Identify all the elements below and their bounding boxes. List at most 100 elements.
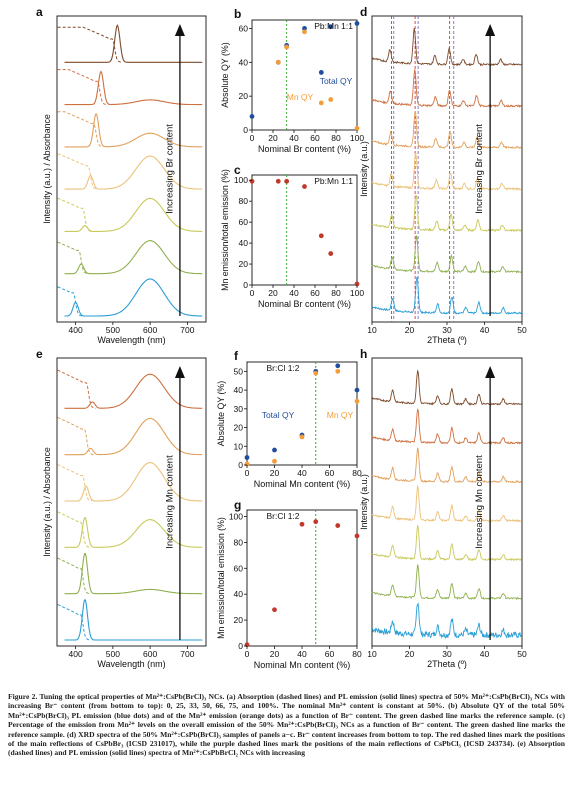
- data-point: [313, 519, 319, 525]
- data-point: [272, 458, 277, 464]
- xrd-pattern: [371, 564, 522, 601]
- x-tick-label: 0: [250, 133, 255, 143]
- absorption-curve: [57, 557, 91, 595]
- x-tick-label: 40: [480, 325, 490, 335]
- xrd-pattern: [371, 447, 522, 484]
- y-tick-label: 100: [229, 511, 243, 521]
- data-point: [284, 44, 290, 50]
- x-axis-label: Nominal Br content (%): [258, 144, 351, 154]
- data-point: [299, 521, 305, 527]
- trend-arrow-head: [485, 24, 496, 36]
- data-point: [335, 523, 341, 528]
- pl-curve: [64, 155, 203, 190]
- y-tick-label: 40: [234, 589, 244, 599]
- x-tick-label: 40: [289, 133, 299, 143]
- x-tick-label: 80: [352, 468, 362, 478]
- data-point: [354, 398, 360, 404]
- absorption-curve: [57, 26, 122, 63]
- pl-curve: [64, 278, 203, 317]
- y-axis-label: Intensity (a.u.) / Absorbance: [42, 447, 52, 557]
- y-axis-label: Intensity (a.u.): [359, 141, 369, 197]
- x-tick-label: 500: [106, 325, 120, 335]
- absorption-curve: [57, 241, 89, 275]
- data-point: [249, 114, 255, 119]
- panel-h-frame: [371, 357, 523, 647]
- absorption-curve: [57, 369, 96, 409]
- data-point: [284, 178, 290, 184]
- x-axis-label: Nominal Br content (%): [258, 299, 351, 309]
- panel-c-frame: [251, 174, 358, 286]
- xrd-pattern: [371, 369, 522, 406]
- x-tick-label: 20: [405, 325, 415, 335]
- pl-curve: [64, 373, 203, 409]
- data-point: [354, 281, 360, 287]
- pl-curve: [64, 113, 203, 148]
- x-tick-label: 60: [325, 468, 335, 478]
- trend-arrow-label: Increasing Br content: [164, 124, 175, 214]
- x-tick-label: 10: [367, 649, 377, 659]
- figure-caption: Figure 2. Tuning the optical properties …: [8, 692, 565, 758]
- panel-title: Pb:Mn 1:1: [314, 21, 353, 31]
- data-point: [328, 24, 334, 30]
- xrd-pattern: [371, 194, 522, 233]
- panel-letter-f: f: [234, 349, 239, 363]
- trend-arrow-head: [485, 366, 496, 378]
- x-tick-label: 10: [367, 325, 377, 335]
- y-tick-label: 0: [243, 125, 248, 135]
- panel-letter-c: c: [234, 163, 241, 177]
- y-tick-label: 10: [234, 441, 244, 451]
- y-axis-label: Absolute QY (%): [220, 42, 230, 107]
- panel-letter-e: e: [36, 347, 43, 361]
- panel-letter-b: b: [234, 7, 241, 21]
- y-tick-label: 80: [234, 537, 244, 547]
- x-axis-label: Wavelength (nm): [97, 335, 165, 345]
- pl-curve: [64, 462, 203, 502]
- x-tick-label: 50: [517, 649, 527, 659]
- x-tick-label: 100: [350, 288, 364, 298]
- xrd-pattern: [371, 525, 522, 562]
- trend-arrow-label: Increasing Mn content: [474, 455, 485, 549]
- y-tick-label: 40: [239, 57, 249, 67]
- x-tick-label: 500: [106, 649, 120, 659]
- data-point: [335, 368, 341, 374]
- y-tick-label: 60: [239, 23, 249, 33]
- y-tick-label: 20: [234, 615, 244, 625]
- panel-title: Br:Cl 1:2: [266, 511, 299, 521]
- x-axis-label: Nominal Mn content (%): [254, 660, 351, 670]
- xrd-pattern: [371, 69, 522, 109]
- x-tick-label: 80: [331, 133, 341, 143]
- absorption-curve: [57, 511, 91, 548]
- data-point: [302, 29, 307, 35]
- absorption-curve: [57, 416, 95, 456]
- x-tick-label: 700: [180, 649, 194, 659]
- x-axis-label: Wavelength (nm): [97, 659, 165, 669]
- data-point: [354, 533, 360, 539]
- series-label-total-qy: Total QY: [262, 410, 295, 420]
- panel-letter-h: h: [360, 347, 367, 361]
- xrd-pattern: [372, 276, 522, 315]
- xrd-pattern: [371, 484, 522, 523]
- data-point: [354, 125, 360, 131]
- data-point: [328, 97, 334, 102]
- x-tick-label: 20: [268, 133, 278, 143]
- data-point: [335, 363, 341, 369]
- panel-a-frame: [56, 15, 207, 323]
- x-tick-label: 600: [143, 649, 157, 659]
- data-point: [272, 607, 277, 613]
- data-point: [328, 251, 334, 256]
- y-axis-label: Intensity (a.u.): [359, 474, 369, 530]
- x-tick-label: 20: [268, 288, 278, 298]
- y-tick-label: 60: [239, 217, 249, 227]
- absorption-curve: [57, 464, 93, 502]
- data-point: [299, 434, 305, 440]
- pl-curve: [64, 197, 203, 232]
- panel-title: Br:Cl 1:2: [266, 363, 299, 373]
- xrd-pattern: [371, 152, 522, 191]
- x-tick-label: 40: [289, 288, 299, 298]
- y-tick-label: 20: [239, 91, 249, 101]
- data-point: [275, 59, 281, 65]
- x-tick-label: 60: [325, 649, 335, 659]
- x-tick-label: 700: [180, 325, 194, 335]
- x-tick-label: 0: [245, 649, 250, 659]
